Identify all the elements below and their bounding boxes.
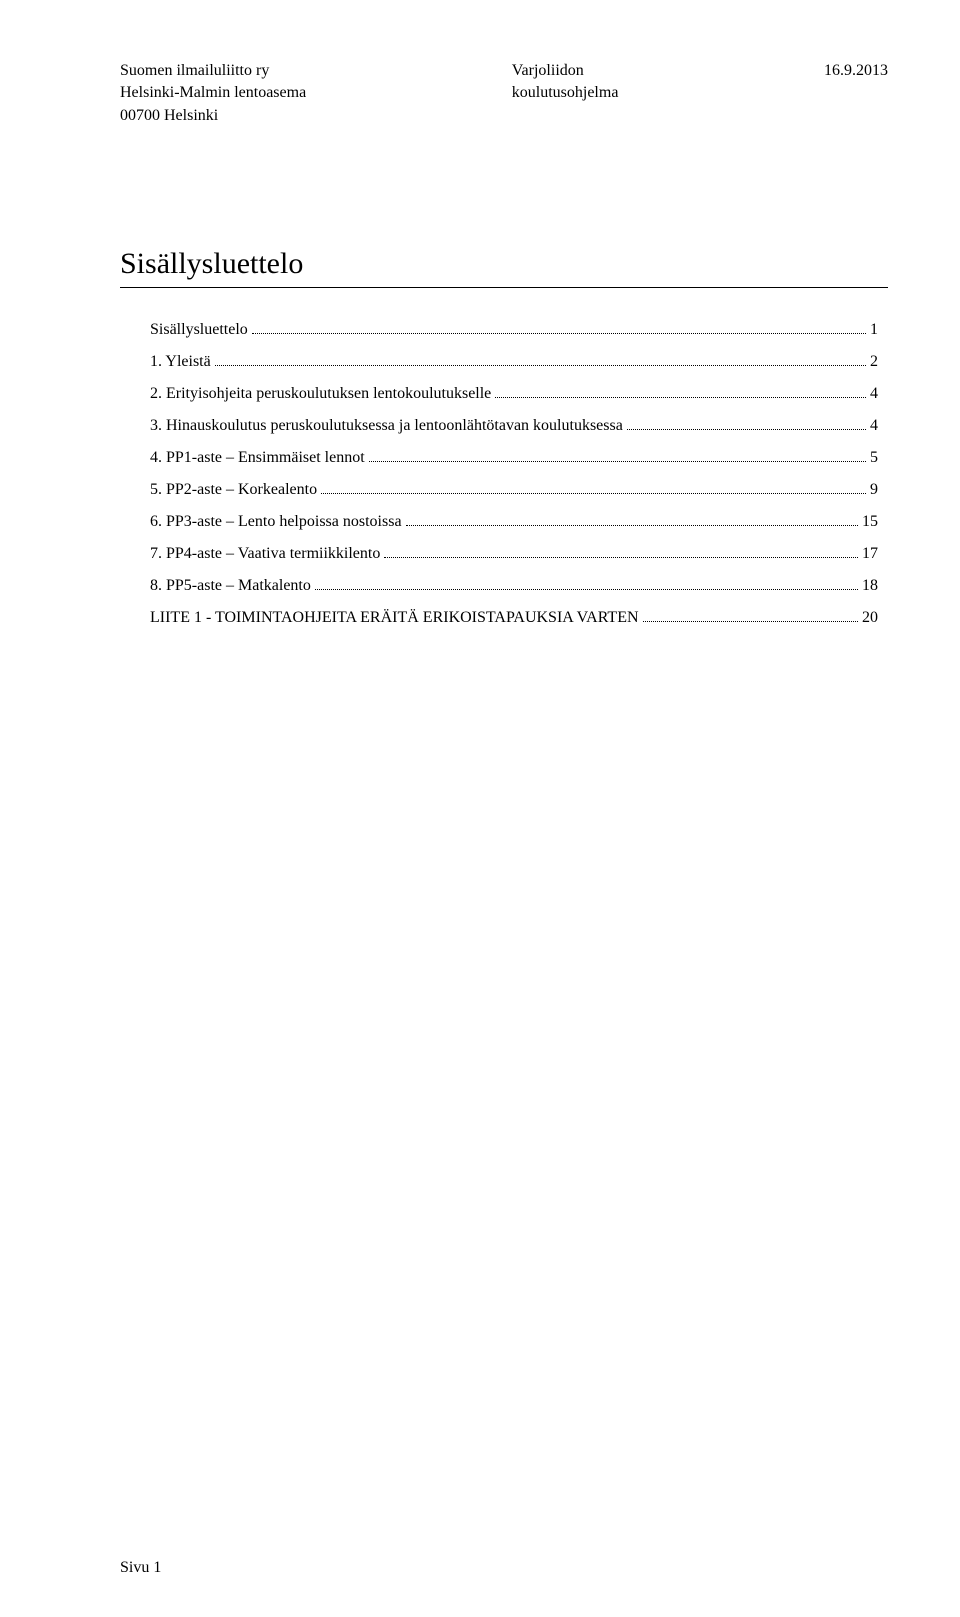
toc-page: 20 — [862, 606, 878, 630]
toc-leader — [215, 365, 866, 366]
toc-entry: 4. PP1-aste – Ensimmäiset lennot 5 — [150, 446, 878, 470]
toc-label: LIITE 1 - TOIMINTAOHJEITA ERÄITÄ ERIKOIS… — [150, 606, 639, 630]
toc-page: 4 — [870, 382, 878, 406]
header-doc-line-1: Varjoliidon — [512, 60, 619, 82]
toc-leader — [321, 493, 866, 494]
page: Suomen ilmailuliitto ry Helsinki-Malmin … — [0, 0, 960, 1617]
header-org-name: Suomen ilmailuliitto ry — [120, 60, 306, 82]
toc-leader — [369, 461, 866, 462]
toc-label: 3. Hinauskoulutus peruskoulutuksessa ja … — [150, 414, 623, 438]
toc-entry: 2. Erityisohjeita peruskoulutuksen lento… — [150, 382, 878, 406]
page-title: Sisällysluettelo — [120, 247, 888, 287]
toc-label: 1. Yleistä — [150, 350, 211, 374]
toc-leader — [406, 525, 858, 526]
toc-entry: 3. Hinauskoulutus peruskoulutuksessa ja … — [150, 414, 878, 438]
header-right: 16.9.2013 — [824, 60, 888, 127]
toc-page: 9 — [870, 478, 878, 502]
toc-leader — [643, 621, 858, 622]
toc-label: Sisällysluettelo — [150, 318, 248, 342]
toc-entry: Sisällysluettelo 1 — [150, 318, 878, 342]
toc-leader — [495, 397, 866, 398]
toc-leader — [315, 589, 858, 590]
toc-entry: LIITE 1 - TOIMINTAOHJEITA ERÄITÄ ERIKOIS… — [150, 606, 878, 630]
toc-label: 6. PP3-aste – Lento helpoissa nostoissa — [150, 510, 402, 534]
toc-entry: 6. PP3-aste – Lento helpoissa nostoissa … — [150, 510, 878, 534]
header-address-1: Helsinki-Malmin lentoasema — [120, 82, 306, 104]
page-footer: Sivu 1 — [120, 1559, 161, 1577]
header-left: Suomen ilmailuliitto ry Helsinki-Malmin … — [120, 60, 306, 127]
toc-entry: 5. PP2-aste – Korkealento 9 — [150, 478, 878, 502]
page-header: Suomen ilmailuliitto ry Helsinki-Malmin … — [120, 60, 888, 127]
toc-page: 1 — [870, 318, 878, 342]
header-date: 16.9.2013 — [824, 60, 888, 82]
toc-page: 2 — [870, 350, 878, 374]
toc-page: 18 — [862, 574, 878, 598]
title-block: Sisällysluettelo — [120, 247, 888, 288]
toc-page: 4 — [870, 414, 878, 438]
toc-leader — [252, 333, 866, 334]
toc-leader — [627, 429, 866, 430]
toc-label: 5. PP2-aste – Korkealento — [150, 478, 317, 502]
header-address-2: 00700 Helsinki — [120, 105, 306, 127]
title-rule — [120, 287, 888, 288]
header-doc-line-2: koulutusohjelma — [512, 82, 619, 104]
toc-entry: 7. PP4-aste – Vaativa termiikkilento 17 — [150, 542, 878, 566]
header-center: Varjoliidon koulutusohjelma — [512, 60, 619, 127]
toc-entry: 1. Yleistä 2 — [150, 350, 878, 374]
toc-label: 4. PP1-aste – Ensimmäiset lennot — [150, 446, 365, 470]
toc-label: 7. PP4-aste – Vaativa termiikkilento — [150, 542, 380, 566]
toc-label: 2. Erityisohjeita peruskoulutuksen lento… — [150, 382, 491, 406]
table-of-contents: Sisällysluettelo 1 1. Yleistä 2 2. Erity… — [120, 318, 888, 630]
toc-page: 17 — [862, 542, 878, 566]
toc-label: 8. PP5-aste – Matkalento — [150, 574, 311, 598]
toc-leader — [384, 557, 858, 558]
toc-page: 5 — [870, 446, 878, 470]
toc-entry: 8. PP5-aste – Matkalento 18 — [150, 574, 878, 598]
toc-page: 15 — [862, 510, 878, 534]
